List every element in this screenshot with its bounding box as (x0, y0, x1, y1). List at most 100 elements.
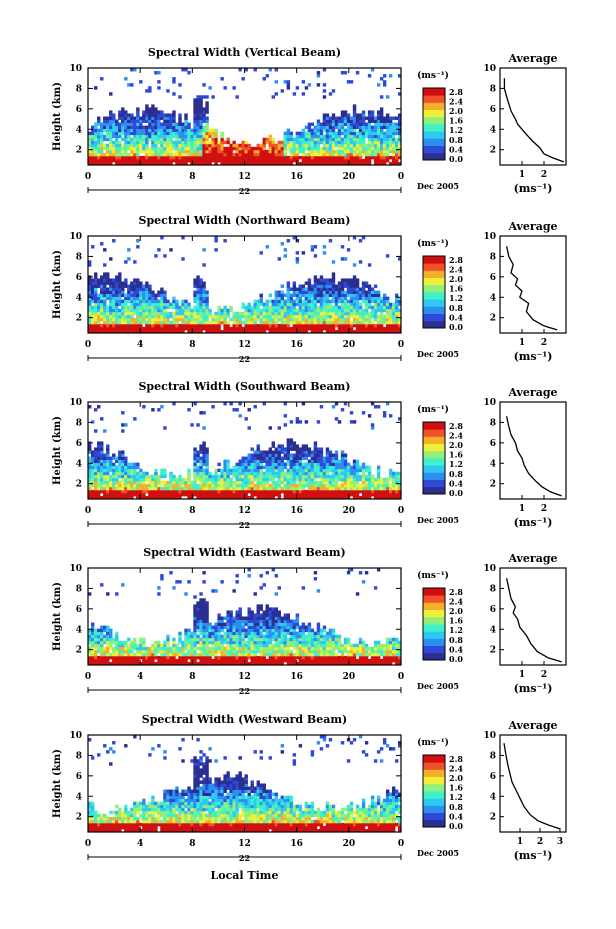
heatmap-cell (178, 113, 182, 117)
heatmap-cell (187, 134, 191, 139)
heatmap-cell (340, 257, 345, 261)
heatmap-cell (298, 495, 303, 500)
heatmap-cell (292, 441, 297, 445)
heatmap-cell (286, 305, 291, 310)
heatmap-cell (283, 254, 288, 258)
heatmap-cell (193, 465, 197, 470)
heatmap-cell (118, 649, 122, 654)
heatmap-cell (385, 152, 390, 157)
heatmap-cell (205, 486, 209, 491)
heatmap-cell (169, 149, 173, 154)
heatmap-cell (247, 302, 251, 307)
heatmap-cell (346, 293, 351, 298)
heatmap-cell (178, 631, 182, 636)
heatmap-cell (376, 299, 381, 304)
heatmap-cell (184, 302, 188, 307)
heatmap-cell (217, 140, 221, 145)
heatmap-cell (121, 661, 125, 666)
heatmap-cell (94, 140, 98, 145)
colorbar-tick-label: 2.0 (449, 274, 463, 284)
heatmap-cell (346, 323, 351, 328)
heatmap-cell (316, 320, 321, 325)
heatmap-cell (163, 308, 167, 313)
x-tick-label: 12 (238, 506, 251, 516)
heatmap-cell (142, 293, 146, 298)
heatmap-cell (190, 143, 194, 148)
heatmap-cell (154, 320, 158, 325)
heatmap-cell (241, 462, 245, 467)
heatmap-cell (322, 284, 327, 288)
heatmap-cell (106, 640, 110, 645)
heatmap-cell (238, 402, 242, 406)
heatmap-cell (295, 140, 300, 145)
heatmap-cell (295, 459, 300, 464)
heatmap-cell (154, 323, 158, 328)
heatmap-cell (247, 326, 251, 331)
heatmap-cell (235, 329, 239, 334)
heatmap-cell (301, 489, 306, 494)
heatmap-cell (142, 146, 146, 151)
heatmap-cell (292, 456, 297, 460)
heatmap-cell (112, 323, 116, 328)
heatmap-cell (136, 161, 140, 166)
heatmap-cell (286, 459, 291, 464)
heatmap-cell (253, 471, 257, 476)
heatmap-cell (250, 323, 254, 328)
heatmap-cell (163, 314, 167, 319)
heatmap-cell (334, 155, 339, 160)
heatmap-cell (313, 450, 318, 454)
heatmap-cell (271, 444, 275, 448)
heatmap-cell (301, 456, 306, 460)
heatmap-cell (235, 161, 239, 166)
heatmap-cell (328, 155, 333, 160)
heatmap-cell (139, 158, 143, 163)
heatmap-cell (319, 308, 324, 313)
heatmap-cell (229, 468, 233, 473)
heatmap-cell (169, 658, 173, 663)
heatmap-cell (244, 492, 248, 497)
heatmap-cell (94, 308, 98, 313)
heatmap-cell (355, 465, 360, 470)
heatmap-cell (346, 462, 351, 467)
heatmap-cell (328, 302, 333, 307)
heatmap-cell (103, 429, 107, 433)
heatmap-cell (355, 290, 360, 294)
heatmap-cell (244, 149, 248, 154)
heatmap-cell (121, 146, 125, 151)
heatmap-cell (367, 116, 372, 120)
heatmap-cell (388, 128, 393, 133)
heatmap-cell (199, 495, 203, 500)
heatmap-cell (109, 119, 113, 123)
heatmap-cell (106, 161, 110, 166)
heatmap-cell (94, 453, 98, 457)
heatmap-cell (178, 661, 182, 666)
heatmap-cell (310, 453, 315, 457)
heatmap-cell (220, 471, 224, 476)
heatmap-cell (103, 495, 107, 500)
heatmap-cell (175, 140, 179, 145)
heatmap-cell (244, 471, 248, 476)
heatmap-cell (139, 134, 143, 139)
heatmap-cell (301, 314, 306, 319)
heatmap-cell (94, 661, 98, 666)
heatmap-cell (97, 444, 101, 448)
heatmap-cell (196, 275, 200, 279)
heatmap-cell (334, 311, 339, 316)
heatmap-cell (118, 317, 122, 322)
heatmap-cell (385, 305, 390, 310)
heatmap-cell (145, 658, 149, 663)
heatmap-cell (295, 290, 300, 294)
heatmap-cell (91, 284, 95, 288)
heatmap-cell (202, 107, 206, 111)
heatmap-cell (295, 486, 300, 491)
heatmap-cell (100, 275, 104, 279)
heatmap-cell (238, 314, 242, 319)
heatmap-cell (289, 492, 294, 497)
heatmap-cell (121, 640, 125, 645)
heatmap-cell (139, 655, 143, 660)
heatmap-cell (250, 311, 254, 316)
heatmap-cell (103, 281, 107, 285)
heatmap-cell (139, 281, 143, 285)
heatmap-cell (163, 113, 167, 117)
heatmap-cell (253, 317, 257, 322)
